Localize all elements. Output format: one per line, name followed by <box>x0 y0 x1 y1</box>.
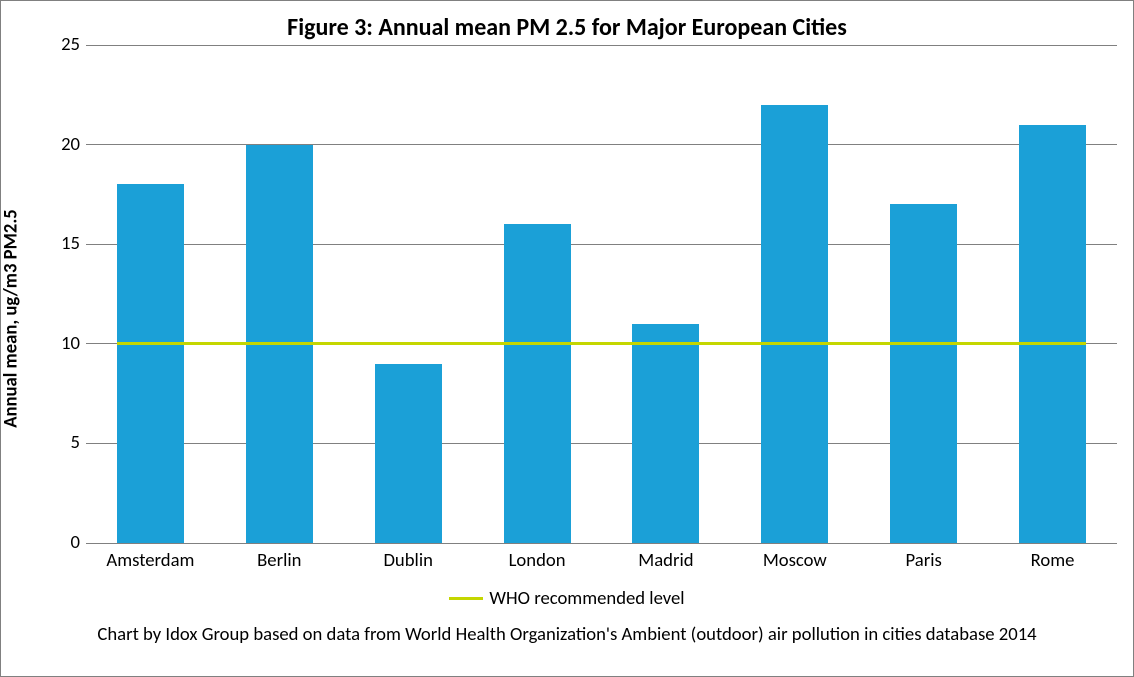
bar-slot <box>344 45 473 543</box>
bar-slot <box>602 45 731 543</box>
bar-slot <box>215 45 344 543</box>
y-tick-label: 25 <box>5 33 80 56</box>
legend: WHO recommended level <box>1 587 1133 610</box>
chart-container: Figure 3: Annual mean PM 2.5 for Major E… <box>0 0 1134 677</box>
x-axis-label: Amsterdam <box>86 549 215 572</box>
bar <box>375 364 442 543</box>
bar-slot <box>473 45 602 543</box>
x-axis-label: Dublin <box>344 549 473 572</box>
bar <box>504 224 571 543</box>
chart-title: Figure 3: Annual mean PM 2.5 for Major E… <box>1 13 1133 42</box>
bar <box>117 184 184 543</box>
bar-slot <box>730 45 859 543</box>
plot-area: 0510152025 <box>86 45 1117 543</box>
bar-slot <box>988 45 1117 543</box>
x-axis-label: Madrid <box>602 549 731 572</box>
footer-note: Chart by Idox Group based on data from W… <box>1 623 1133 646</box>
legend-label: WHO recommended level <box>489 587 684 610</box>
bar <box>761 105 828 543</box>
x-axis-label: Rome <box>988 549 1117 572</box>
legend-swatch <box>449 597 483 600</box>
x-axis-label: Moscow <box>730 549 859 572</box>
x-axis-label: Berlin <box>215 549 344 572</box>
y-tick-label: 20 <box>5 133 80 156</box>
y-tick-label: 0 <box>5 531 80 554</box>
bar-slot <box>859 45 988 543</box>
reference-line <box>117 342 1086 345</box>
bar <box>890 204 957 543</box>
bar-slot <box>86 45 215 543</box>
bar <box>1019 125 1086 543</box>
bar <box>632 324 699 543</box>
bars-wrap <box>86 45 1117 543</box>
x-axis-label: Paris <box>859 549 988 572</box>
y-axis-label: Annual mean, ug/m3 PM2.5 <box>0 168 23 468</box>
x-axis-label: London <box>473 549 602 572</box>
